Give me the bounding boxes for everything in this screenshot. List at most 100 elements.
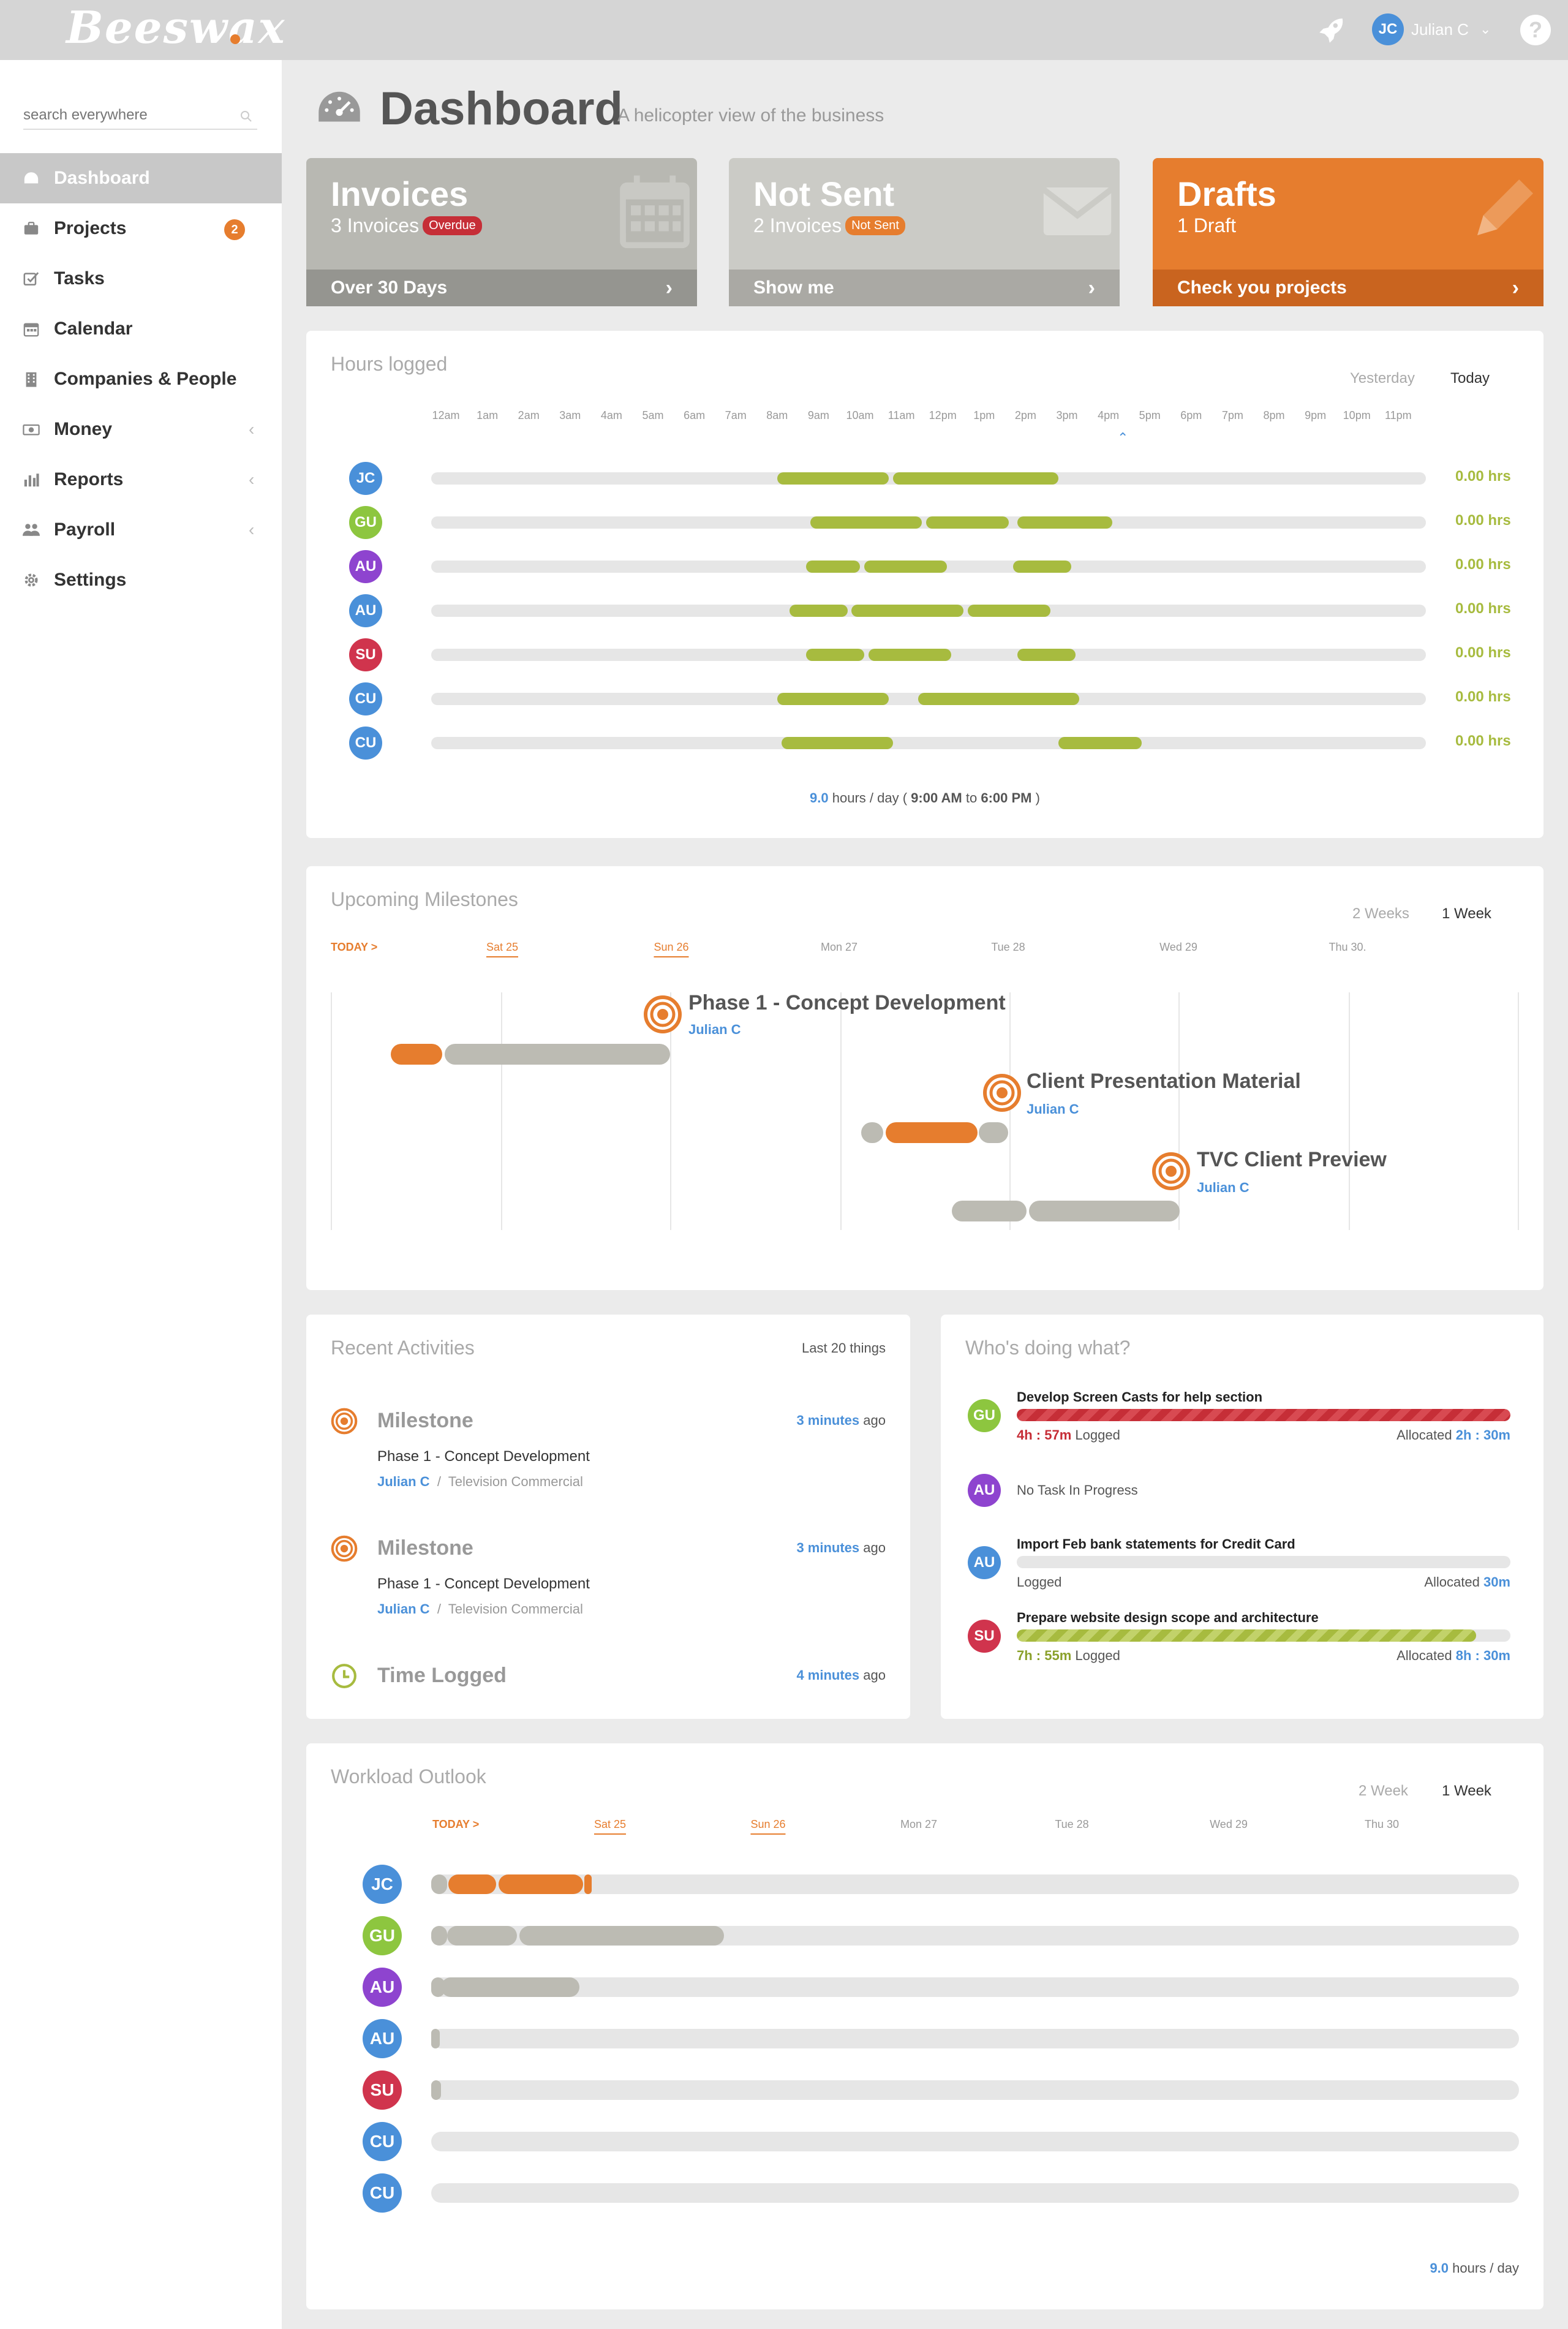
- avatar[interactable]: JC: [349, 462, 382, 495]
- avatar[interactable]: SU: [363, 2070, 402, 2110]
- invoices-footer-link[interactable]: Over 30 Days ›: [306, 270, 697, 306]
- workload-segment[interactable]: [584, 1874, 592, 1894]
- time-entry-segment[interactable]: [806, 561, 860, 573]
- today-toggle[interactable]: Today: [1450, 370, 1490, 387]
- workload-segment[interactable]: [431, 1926, 447, 1946]
- time-entry-segment[interactable]: [864, 561, 947, 573]
- workload-segment[interactable]: [441, 1977, 579, 1997]
- day-label: Wed 29: [1159, 941, 1197, 953]
- time-entry-segment[interactable]: [1058, 737, 1142, 749]
- time-entry-segment[interactable]: [926, 516, 1009, 529]
- time-entry-segment[interactable]: [777, 693, 889, 705]
- milestone-name[interactable]: TVC Client Preview: [1197, 1148, 1387, 1171]
- not-sent-tile[interactable]: Not Sent 2 Invoices Not Sent Show me ›: [729, 158, 1120, 306]
- workload-segment[interactable]: [519, 1926, 724, 1946]
- milestone-target-icon[interactable]: [1152, 1152, 1191, 1191]
- avatar[interactable]: AU: [349, 594, 382, 627]
- drafts-tile[interactable]: Drafts 1 Draft Check you projects ›: [1153, 158, 1544, 306]
- workload-segment[interactable]: [431, 1874, 447, 1894]
- activity-title[interactable]: Phase 1 - Concept Development: [377, 1448, 590, 1465]
- sidebar-item-companies-people[interactable]: Companies & People: [0, 354, 282, 404]
- milestone-name[interactable]: Client Presentation Material: [1027, 1070, 1301, 1093]
- whos-doing-what-card: Who's doing what? GU Develop Screen Cast…: [941, 1315, 1544, 1719]
- avatar[interactable]: SU: [349, 638, 382, 671]
- avatar[interactable]: AU: [968, 1474, 1001, 1507]
- today-label[interactable]: TODAY >: [331, 941, 378, 953]
- task-name[interactable]: Develop Screen Casts for help section: [1017, 1389, 1263, 1405]
- sidebar-item-dashboard[interactable]: Dashboard: [0, 153, 282, 203]
- not-sent-footer-link[interactable]: Show me ›: [729, 270, 1120, 306]
- sidebar-item-money[interactable]: Money ‹: [0, 404, 282, 455]
- milestone-name[interactable]: Phase 1 - Concept Development: [688, 991, 1006, 1014]
- logo-dot: [230, 34, 240, 44]
- workload-segment[interactable]: [431, 2029, 440, 2048]
- sidebar-item-calendar[interactable]: Calendar: [0, 304, 282, 354]
- avatar[interactable]: CU: [363, 2173, 402, 2213]
- today-label[interactable]: TODAY >: [432, 1818, 480, 1830]
- two-week-toggle[interactable]: 2 Week: [1359, 1783, 1408, 1799]
- milestone-owner[interactable]: Julian C: [1197, 1180, 1250, 1195]
- avatar[interactable]: AU: [363, 1968, 402, 2007]
- avatar[interactable]: GU: [363, 1916, 402, 1955]
- milestone-target-icon[interactable]: [982, 1073, 1022, 1112]
- time-entry-segment[interactable]: [893, 472, 1059, 485]
- user-menu[interactable]: JC Julian C ⌄: [1372, 12, 1491, 47]
- milestone-owner[interactable]: Julian C: [1027, 1101, 1079, 1117]
- one-week-toggle[interactable]: 1 Week: [1442, 1783, 1491, 1799]
- workload-segment[interactable]: [431, 2080, 441, 2100]
- milestone-target-icon[interactable]: [643, 995, 682, 1034]
- task-name[interactable]: Import Feb bank statements for Credit Ca…: [1017, 1536, 1295, 1552]
- activity-project[interactable]: Television Commercial: [448, 1601, 583, 1617]
- time-entry-segment[interactable]: [1017, 516, 1113, 529]
- activity-owner[interactable]: Julian C: [377, 1474, 430, 1489]
- app-logo[interactable]: Beeswax: [66, 1, 286, 53]
- one-week-toggle[interactable]: 1 Week: [1442, 905, 1491, 922]
- time-entry-segment[interactable]: [790, 605, 848, 617]
- time-entry-segment[interactable]: [777, 472, 889, 485]
- drafts-footer-link[interactable]: Check you projects ›: [1153, 270, 1544, 306]
- time-entry-segment[interactable]: [1017, 649, 1076, 661]
- two-weeks-toggle[interactable]: 2 Weeks: [1352, 905, 1409, 922]
- workload-segment[interactable]: [499, 1874, 583, 1894]
- workload-segment[interactable]: [448, 1874, 496, 1894]
- task-name[interactable]: Prepare website design scope and archite…: [1017, 1610, 1319, 1625]
- avatar[interactable]: CU: [349, 682, 382, 715]
- time-entry-segment[interactable]: [918, 693, 1080, 705]
- rocket-icon[interactable]: [1316, 15, 1346, 45]
- whos-doing-what-title: Who's doing what?: [965, 1337, 1131, 1359]
- sidebar-item-reports[interactable]: Reports ‹: [0, 455, 282, 505]
- avatar[interactable]: CU: [363, 2122, 402, 2161]
- sidebar-item-settings[interactable]: Settings: [0, 555, 282, 605]
- sidebar-item-tasks[interactable]: Tasks: [0, 254, 282, 304]
- search-input[interactable]: [23, 103, 219, 124]
- avatar[interactable]: GU: [349, 506, 382, 539]
- yesterday-toggle[interactable]: Yesterday: [1350, 370, 1415, 387]
- time-entry-segment[interactable]: [1013, 561, 1071, 573]
- avatar[interactable]: AU: [363, 2019, 402, 2058]
- drafts-count-line: 1 Draft: [1177, 214, 1236, 237]
- help-icon[interactable]: ?: [1520, 15, 1551, 45]
- avatar[interactable]: AU: [968, 1546, 1001, 1579]
- recent-filter[interactable]: Last 20 things: [802, 1340, 886, 1356]
- activity-owner[interactable]: Julian C: [377, 1601, 430, 1617]
- time-entry-segment[interactable]: [781, 737, 894, 749]
- time-entry-segment[interactable]: [851, 605, 963, 617]
- time-entry-segment[interactable]: [810, 516, 922, 529]
- time-entry-segment[interactable]: [967, 605, 1050, 617]
- avatar[interactable]: JC: [363, 1865, 402, 1904]
- avatar[interactable]: GU: [968, 1399, 1001, 1432]
- time-entry-segment[interactable]: [868, 649, 951, 661]
- sidebar-item-payroll[interactable]: Payroll ‹: [0, 505, 282, 555]
- avatar[interactable]: SU: [968, 1620, 1001, 1653]
- avatar[interactable]: CU: [349, 727, 382, 760]
- sidebar-item-projects[interactable]: Projects 2: [0, 203, 282, 254]
- search-icon[interactable]: [239, 109, 254, 124]
- workload-segment[interactable]: [447, 1926, 517, 1946]
- time-entry-segment[interactable]: [806, 649, 864, 661]
- avatar[interactable]: AU: [349, 550, 382, 583]
- activity-title[interactable]: Phase 1 - Concept Development: [377, 1576, 590, 1592]
- invoices-tile[interactable]: Invoices 3 Invoices Overdue Over 30 Days…: [306, 158, 697, 306]
- workload-segment[interactable]: [431, 1977, 445, 1997]
- activity-project[interactable]: Television Commercial: [448, 1474, 583, 1489]
- milestone-owner[interactable]: Julian C: [688, 1022, 741, 1037]
